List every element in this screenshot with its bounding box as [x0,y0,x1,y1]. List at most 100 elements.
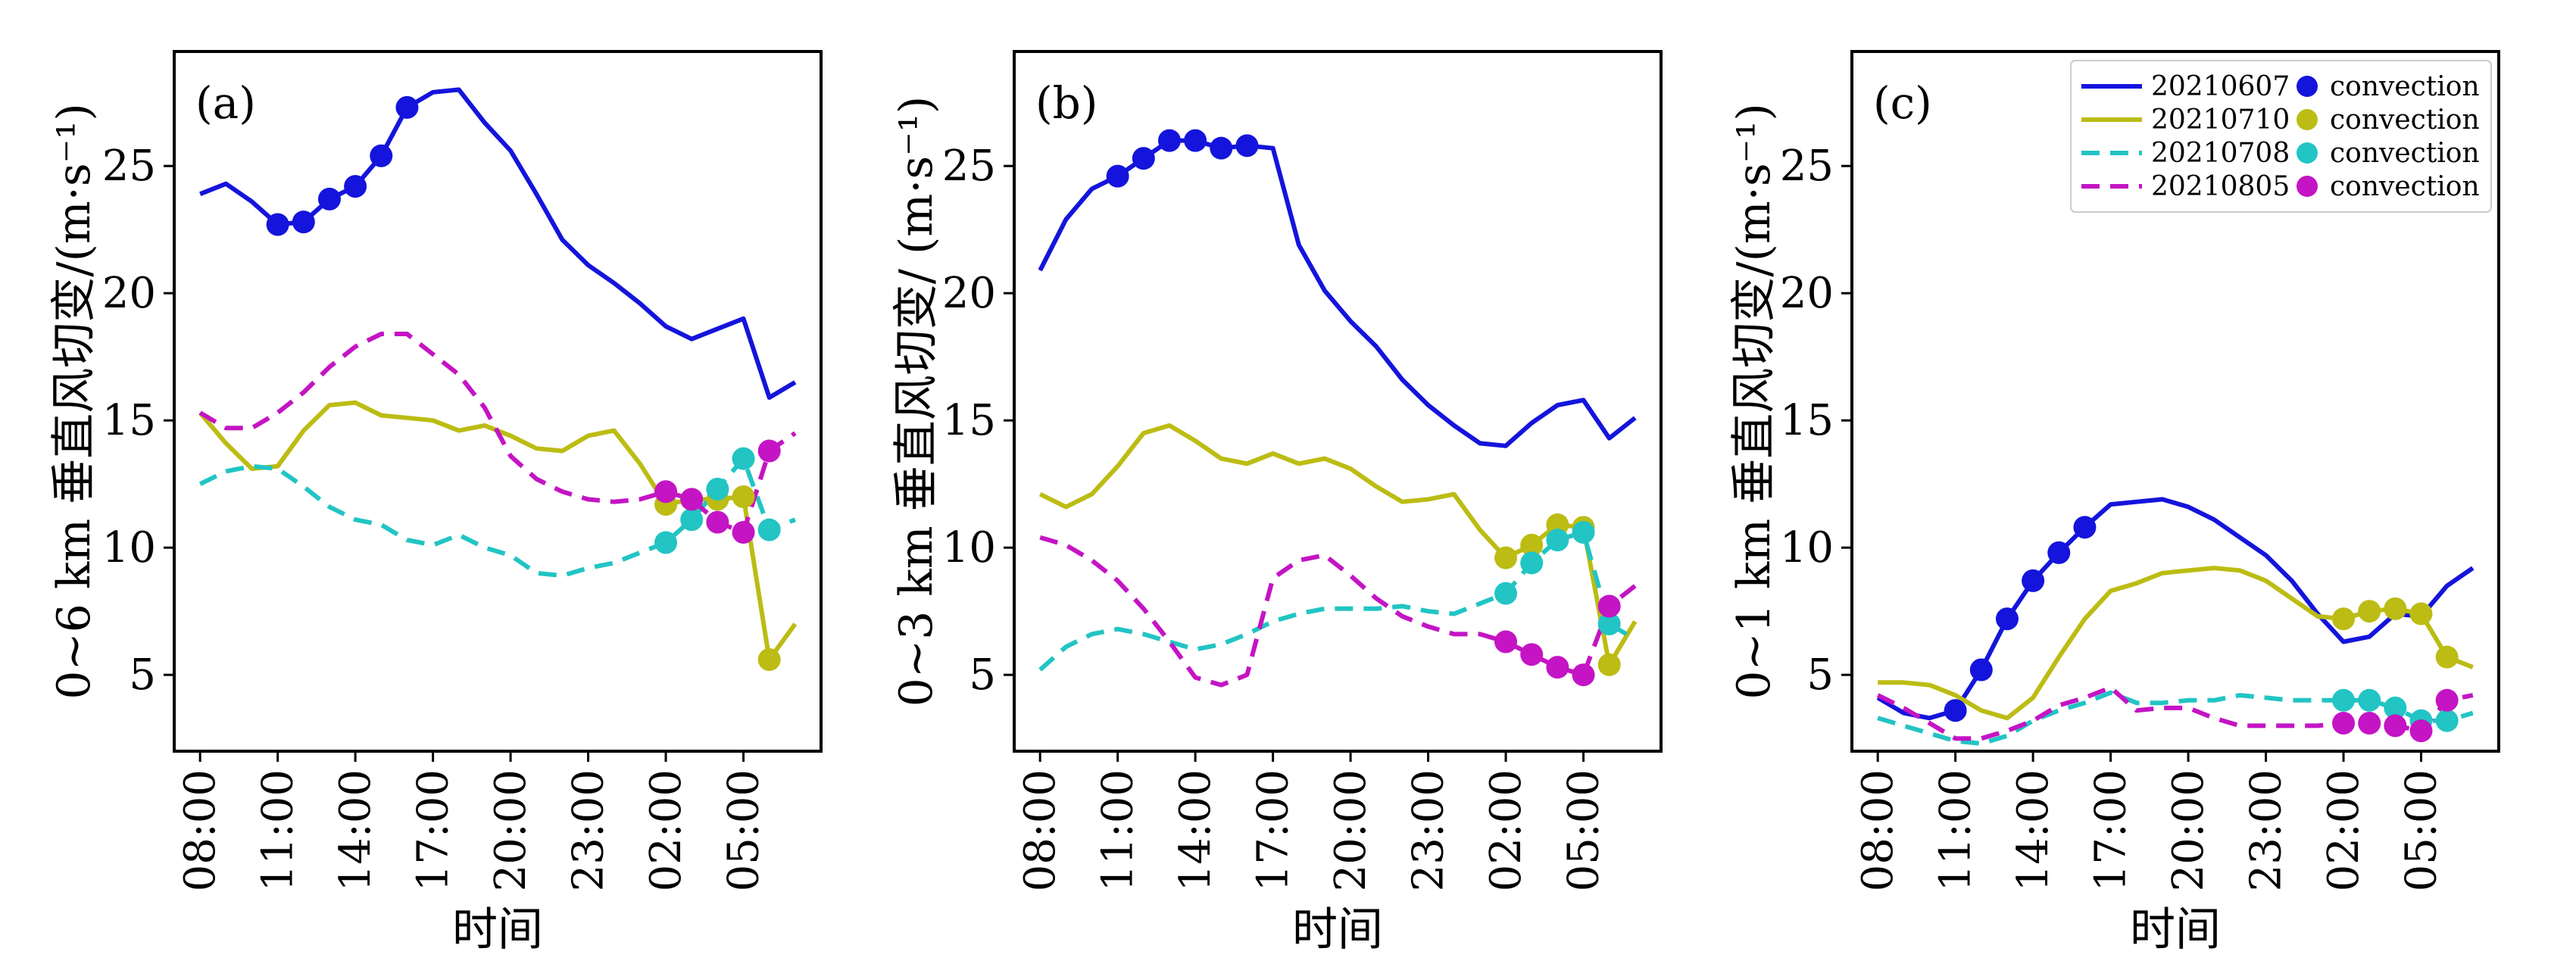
convection-marker-20210708 [2332,688,2356,712]
series-line-20210607 [199,87,797,400]
plot-frame [173,50,823,753]
convection-marker-20210607 [317,187,341,211]
plot-frame [1850,50,2500,753]
series-line-20210708 [1038,530,1637,672]
y-tick-label: 20 [942,269,996,318]
convection-marker-20210710 [2358,600,2381,623]
legend-marker-20210708 [2297,142,2318,164]
x-tick-label: 08:00 [1016,769,1065,891]
convection-marker-20210805 [706,510,729,534]
x-tick-label: 14:00 [2009,769,2058,891]
x-tick-label: 02:00 [2319,769,2368,891]
legend-marker-label: convection [2330,138,2480,169]
convection-marker-20210708 [2435,709,2459,732]
convection-marker-20210805 [654,480,678,504]
x-tick-label: 08:00 [176,769,225,891]
x-tick-label: 20:00 [1326,769,1375,891]
x-tick-label: 08:00 [1853,769,1903,891]
panel-label: (b) [1035,77,1098,129]
legend-label-20210805: 20210805 [2151,171,2290,202]
convection-marker-20210805 [1572,663,1595,687]
x-tick-label: 02:00 [642,769,691,891]
convection-marker-20210607 [2073,516,2097,539]
convection-marker-20210805 [2435,688,2459,712]
convection-marker-20210607 [1106,164,1129,188]
convection-marker-20210607 [1210,136,1233,160]
x-axis-title: 时间 [1292,903,1383,956]
series-line-20210708 [1877,690,2474,746]
x-tick-label: 05:00 [720,769,769,891]
x-tick-label: 23:00 [2242,769,2291,891]
convection-marker-20210805 [1597,594,1621,618]
plot-area [1038,129,1638,688]
x-tick-label: 17:00 [409,769,458,891]
y-tick-label: 5 [1806,650,1834,700]
convection-marker-20210607 [370,144,393,167]
convection-marker-20210607 [1969,658,1993,682]
series-line-20210708 [198,456,796,579]
convection-marker-20210607 [1157,129,1181,152]
convection-marker-20210708 [1572,521,1595,544]
legend-box [2070,60,2492,213]
convection-marker-20210607 [1995,607,2019,631]
convection-marker-20210805 [732,521,755,544]
y-tick-label: 20 [1780,269,1834,318]
legend-marker-20210607 [2297,76,2318,97]
y-tick-label: 15 [942,396,996,445]
x-tick-label: 05:00 [2397,769,2446,891]
x-tick-label: 02:00 [1482,769,1531,891]
x-tick-label: 23:00 [1404,769,1453,891]
convection-marker-20210710 [2435,645,2459,669]
series-line-20210607 [1038,138,1637,448]
convection-marker-20210708 [1546,529,1569,552]
y-tick-label: 25 [102,142,156,191]
convection-marker-20210607 [1235,134,1259,158]
convection-marker-20210708 [680,508,704,532]
x-tick-label: 17:00 [2087,769,2136,891]
convection-marker-20210607 [266,213,289,236]
convection-marker-20210708 [654,531,678,554]
panel-0: 5 10 15 20 25 08:00 11:00 14:00 17:00 20:00 23:00 0… [48,50,823,956]
y-tick-label: 25 [1780,142,1834,191]
convection-marker-20210607 [1184,129,1207,152]
legend-label-20210708: 20210708 [2151,138,2290,169]
legend-marker-label: convection [2330,171,2480,202]
x-tick-label: 11:00 [254,769,303,891]
convection-marker-20210805 [1546,656,1569,679]
series-line-20210805 [1039,535,1637,688]
convection-marker-20210710 [757,648,781,672]
series-line-20210710 [198,400,798,662]
legend-label-20210710: 20210710 [2151,104,2290,136]
panel-label: (c) [1873,77,1932,129]
x-tick-label: 17:00 [1249,769,1298,891]
y-tick-label: 15 [1780,396,1834,445]
plot-frame [1013,50,1663,753]
legend-label-20210607: 20210607 [2151,71,2290,102]
convection-marker-20210708 [732,447,755,470]
legend-marker-20210805 [2297,176,2318,197]
y-axis-title: 0~6 km 垂直风切变/(m·s⁻¹) [48,103,101,700]
y-tick-label: 5 [129,650,156,700]
x-tick-label: 14:00 [1171,769,1220,891]
y-tick-label: 20 [102,269,156,318]
x-tick-label: 20:00 [2164,769,2213,891]
panel-label: (a) [195,77,256,129]
convection-marker-20210805 [757,439,781,463]
y-tick-label: 10 [942,523,996,572]
convection-marker-20210607 [1944,699,1967,722]
convection-marker-20210708 [706,477,729,501]
convection-marker-20210710 [2332,607,2356,631]
x-tick-label: 23:00 [564,769,614,891]
convection-marker-20210708 [2384,696,2407,719]
convection-marker-20210710 [1494,546,1518,569]
convection-marker-20210805 [1494,630,1518,654]
convection-marker-20210805 [2384,714,2407,738]
y-tick-label: 15 [102,396,156,445]
convection-marker-20210607 [292,211,315,234]
convection-marker-20210607 [1132,147,1155,170]
legend-marker-20210710 [2297,109,2318,130]
x-tick-label: 11:00 [1931,769,1981,891]
series-line-20210710 [1038,423,1638,667]
convection-marker-20210805 [2409,719,2433,743]
